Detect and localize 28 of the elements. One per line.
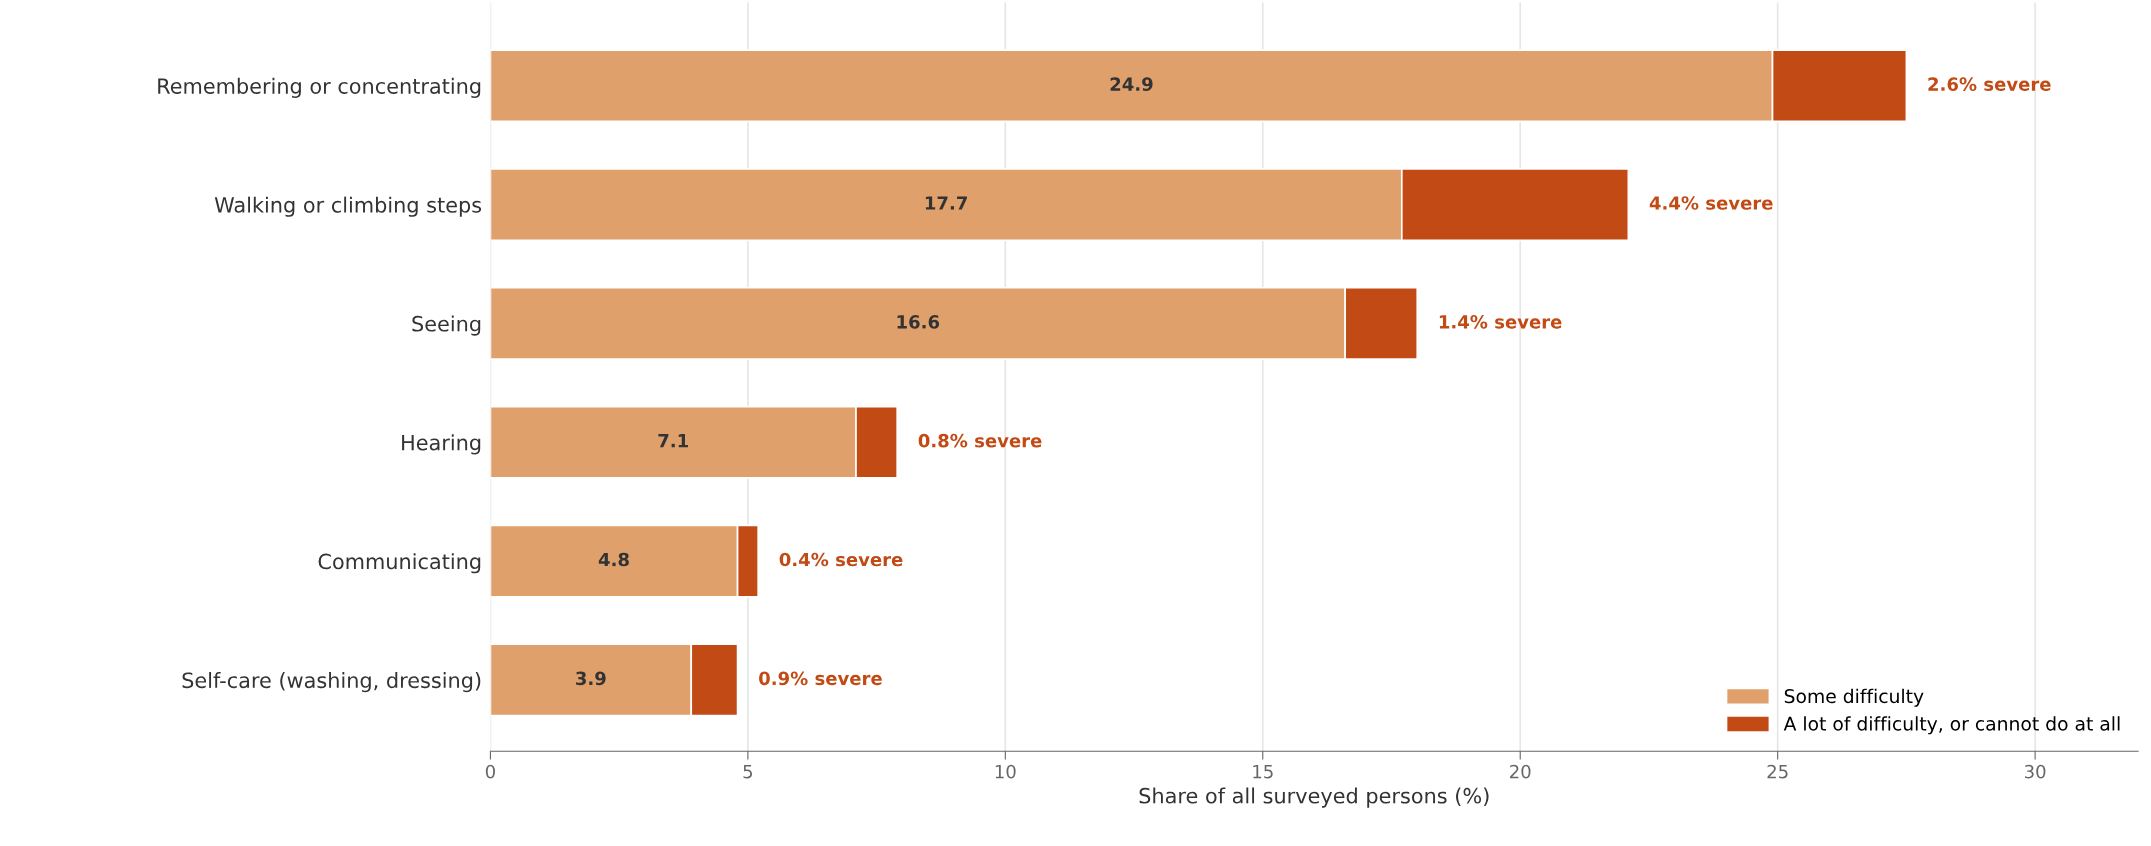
legend-label: A lot of difficulty, or cannot do at all <box>1783 716 2120 735</box>
data-label: 0.9% severe <box>759 671 882 686</box>
data-label: 0.8% severe <box>918 433 1042 448</box>
y-tick-label: Seeing <box>412 315 481 336</box>
x-tick-label: 30 <box>2025 764 2046 779</box>
data-label: 7.1 <box>658 434 688 448</box>
data-label: 3.9 <box>576 671 606 686</box>
data-label: 24.9 <box>1110 77 1153 91</box>
data-label: 4.4% severe <box>1649 196 1773 210</box>
legend-label: Some difficulty <box>1784 688 1924 707</box>
x-tick-label: 15 <box>1253 765 1273 779</box>
y-tick-label: Hearing <box>402 434 481 455</box>
x-tick-label: 10 <box>995 764 1016 779</box>
y-tick-label: Self-care (washing, dressing) <box>182 672 481 693</box>
data-label: 16.6 <box>897 315 940 329</box>
data-label: 17.7 <box>925 196 967 210</box>
x-tick-label: 20 <box>1510 764 1531 779</box>
data-label: 1.4% severe <box>1439 315 1562 329</box>
data-label: 0.4% severe <box>779 552 903 567</box>
x-tick-label: 25 <box>1767 764 1788 779</box>
data-label: 4.8 <box>598 552 629 567</box>
y-tick-label: Communicating <box>318 553 481 574</box>
x-tick-label: 5 <box>743 765 753 779</box>
x-axis-title: Share of all surveyed persons (%) <box>1139 787 1489 808</box>
y-tick-label: Walking or climbing steps <box>214 196 482 217</box>
data-label: 2.6% severe <box>1928 77 2051 91</box>
y-tick-label: Remembering or concentrating <box>158 77 481 98</box>
x-tick-label: 0 <box>485 764 495 779</box>
